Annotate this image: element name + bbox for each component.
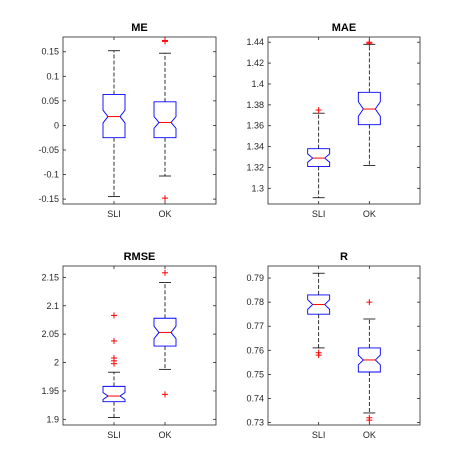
chart-title: RMSE (124, 251, 156, 263)
y-tick-label: 1.34 (246, 142, 264, 152)
box-sli (307, 107, 331, 199)
y-tick-label: 1.32 (246, 162, 264, 172)
y-tick-label: 0.15 (41, 47, 59, 57)
box-sli (102, 312, 126, 419)
chart-title: ME (131, 22, 148, 34)
outlier-marker (315, 107, 322, 114)
y-tick-label: 0.05 (41, 96, 59, 106)
y-tick-label: -0.1 (43, 170, 59, 180)
notched-box (357, 347, 381, 373)
axes-frame (62, 265, 217, 426)
y-tick-label: 0.78 (246, 297, 264, 307)
y-tick-label: 1.9 (46, 414, 59, 424)
y-tick-label: 0.77 (246, 321, 264, 331)
axes-frame (62, 36, 217, 205)
notched-box (357, 91, 381, 126)
chart-title: R (340, 251, 348, 263)
y-tick-label: 1.38 (246, 100, 264, 110)
outlier-marker (366, 299, 373, 306)
box-ok (153, 269, 177, 398)
x-tick-label: SLI (107, 209, 121, 219)
box-ok (357, 39, 381, 166)
outlier-marker (162, 37, 168, 44)
y-tick-label: 0.1 (46, 71, 59, 81)
notched-box (307, 294, 331, 315)
axes-frame (267, 36, 421, 205)
axes-frame (267, 265, 421, 426)
x-tick-label: SLI (107, 430, 121, 440)
outlier-marker (162, 269, 168, 276)
y-tick-label: 2.1 (46, 301, 59, 311)
box-sli (102, 50, 126, 198)
y-tick-label: 0.75 (246, 369, 264, 379)
outlier-marker (366, 39, 373, 46)
y-tick-label: 1.95 (41, 386, 59, 396)
outlier-marker (315, 352, 322, 359)
notched-box (307, 148, 331, 167)
y-tick-label: -0.15 (38, 194, 59, 204)
x-tick-label: SLI (312, 209, 326, 219)
panel-rmse: RMSE 1.9 1.95 2 2.05 2.1 2.15 SLI OK (41, 251, 217, 440)
y-tick-label: 2.05 (41, 329, 59, 339)
y-tick-label: 0.74 (246, 394, 264, 404)
notched-box (102, 385, 126, 403)
outlier-marker (162, 391, 168, 398)
y-tick-label: 1.3 (251, 183, 264, 193)
y-tick-label: 1.42 (246, 58, 264, 68)
x-tick-label: OK (363, 209, 376, 219)
box-ok (153, 37, 177, 202)
panel-r: R 0.73 0.74 0.75 0.76 0.77 0.78 0.79 SLI OK (246, 251, 421, 440)
panel-mae: MAE 1.3 1.32 1.34 1.36 1.38 1.4 1.42 1.44 SLI OK (246, 22, 421, 219)
y-tick-label: 2 (54, 358, 59, 368)
y-tick-label: 0.73 (246, 418, 264, 428)
x-tick-label: SLI (312, 430, 326, 440)
x-tick-label: OK (158, 209, 171, 219)
y-tick-label: 1.4 (251, 79, 264, 89)
y-tick-label: 2.15 (41, 272, 59, 282)
x-tick-label: OK (158, 430, 171, 440)
y-tick-label: 0 (54, 120, 59, 130)
y-tick-label: 1.36 (246, 121, 264, 131)
outlier-marker (162, 195, 168, 202)
y-tick-label: 0.76 (246, 345, 264, 355)
y-tick-label: -0.05 (38, 145, 59, 155)
box-ok (357, 299, 381, 424)
outlier-marker (111, 354, 117, 361)
chart-title: MAE (332, 22, 356, 34)
panel-me: ME -0.15 -0.1 -0.05 0 0.05 0.1 0.15 SLI OK (38, 22, 217, 219)
x-tick-label: OK (363, 430, 376, 440)
box-sli (307, 272, 331, 359)
notched-box (153, 101, 177, 139)
outlier-marker (111, 337, 117, 344)
outlier-marker (366, 417, 373, 424)
outlier-marker (111, 312, 117, 319)
notched-box (102, 94, 126, 139)
notched-box (153, 317, 177, 347)
y-tick-label: 0.79 (246, 273, 264, 283)
y-tick-label: 1.44 (246, 37, 264, 47)
